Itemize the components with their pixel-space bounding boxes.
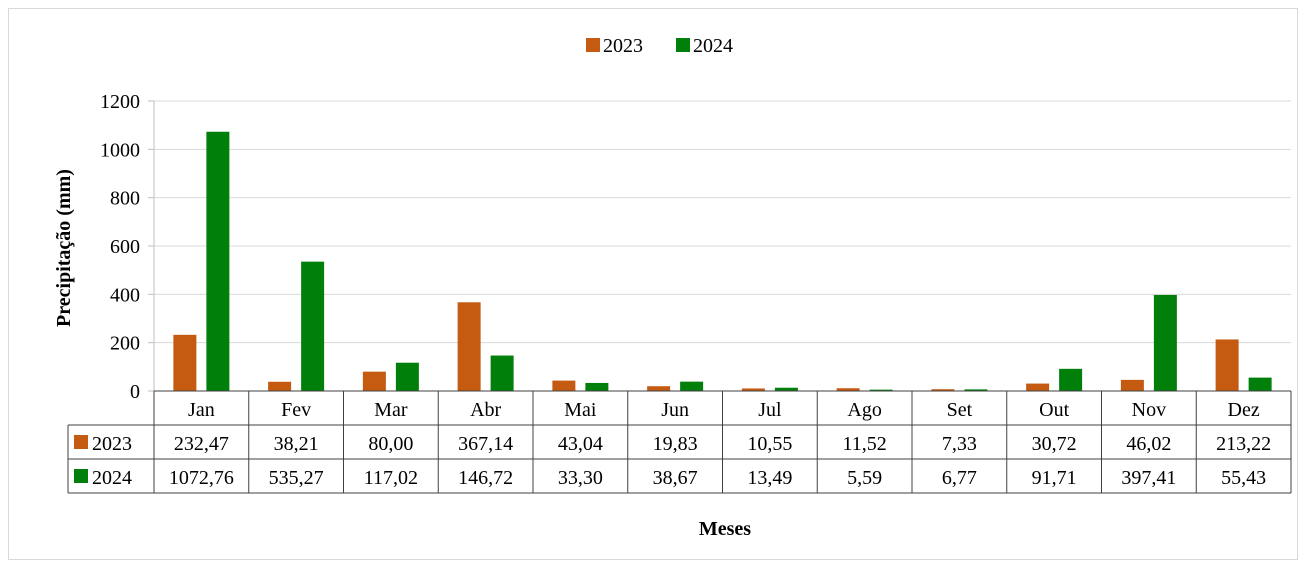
table-cell-2024: 38,67 (653, 467, 698, 489)
bar-2024-Fev (301, 261, 325, 391)
x-tick-label: Mai (564, 399, 597, 421)
bar-2024-Jan (206, 131, 230, 391)
data-table: Jan Fev Mar Abr Mai Jun Jul Ago Set Out Nov Dez 2023… (67, 390, 1292, 494)
bars (173, 131, 1272, 391)
table-cell-2024: 55,43 (1221, 467, 1266, 489)
legend-key-2023 (586, 38, 600, 52)
table-cell-2023: 11,52 (842, 433, 886, 455)
table-cell-2023: 367,14 (458, 433, 513, 455)
table-cell-2024: 535,27 (269, 467, 324, 489)
table-cell-2023: 80,00 (368, 433, 413, 455)
y-tick-label: 400 (110, 284, 140, 306)
x-tick-label: Jul (758, 399, 782, 421)
table-cell-2024: 5,59 (847, 467, 882, 489)
bar-2023-Dez (1215, 339, 1239, 391)
bar-2024-Dez (1248, 377, 1272, 391)
x-tick-label: Mar (374, 399, 408, 421)
y-tick-label: 800 (110, 188, 140, 210)
table-cell-2023: 19,83 (653, 433, 698, 455)
table-cell-2023: 46,02 (1126, 433, 1171, 455)
table-legend-key-2024 (74, 469, 88, 483)
table-cell-2023: 213,22 (1216, 433, 1271, 455)
legend-key-2024 (676, 38, 690, 52)
table-cell-2024: 91,71 (1032, 467, 1077, 489)
table-legend-key-2023 (74, 435, 88, 449)
table-series-name: 2023 (92, 433, 132, 455)
x-tick-label: Abr (470, 399, 501, 421)
bar-2024-Out (1059, 368, 1083, 391)
table-cell-2023: 30,72 (1032, 433, 1077, 455)
bar-2023-Mar (362, 371, 386, 391)
x-axis-title: Meses (699, 518, 751, 540)
y-tick-label: 600 (110, 236, 140, 258)
table-cell-2023: 7,33 (942, 433, 977, 455)
bar-2023-Ago (836, 388, 860, 391)
table-cell-2023: 38,21 (274, 433, 319, 455)
legend-label: 2023 (603, 35, 643, 57)
table-cell-2024: 117,02 (364, 467, 418, 489)
x-tick-label: Jun (661, 399, 689, 421)
table-cell-2023: 232,47 (174, 433, 229, 455)
bar-2023-Jul (741, 388, 765, 391)
bar-2023-Jun (647, 386, 671, 391)
bar-2023-Abr (457, 302, 481, 391)
table-cell-2024: 146,72 (458, 467, 513, 489)
bar-2024-Jun (680, 381, 704, 391)
bar-2024-Ago (869, 389, 893, 391)
x-tick-label: Fev (281, 399, 311, 421)
bar-2023-Nov (1120, 379, 1144, 391)
table-cell-2024: 13,49 (747, 467, 792, 489)
table-cell-2024: 397,41 (1121, 467, 1176, 489)
y-axis-title: Precipitação (mm) (53, 169, 75, 327)
bar-2024-Set (964, 389, 988, 391)
x-tick-label: Nov (1132, 399, 1166, 421)
bar-2023-Jan (173, 334, 197, 391)
x-tick-label: Ago (847, 399, 881, 421)
x-tick-label: Out (1039, 399, 1069, 421)
table-cell-2023: 10,55 (747, 433, 792, 455)
y-tick-label: 0 (130, 381, 140, 403)
table-series-name: 2024 (92, 467, 132, 489)
x-tick-label: Jan (188, 399, 215, 421)
bar-2024-Mai (585, 382, 609, 391)
bar-2024-Jul (774, 387, 798, 391)
bar-2024-Nov (1153, 294, 1177, 391)
x-tick-label: Set (947, 399, 973, 421)
legend: 2023 2024 (586, 35, 733, 57)
bar-2024-Abr (490, 355, 514, 391)
table-cell-2024: 33,30 (558, 467, 603, 489)
bar-2023-Mai (552, 380, 576, 391)
bar-2024-Mar (395, 362, 419, 391)
bar-2023-Fev (268, 381, 292, 391)
table-cell-2024: 6,77 (942, 467, 977, 489)
legend-label: 2024 (693, 35, 733, 57)
x-tick-label: Dez (1228, 399, 1260, 421)
table-cell-2024: 1072,76 (169, 467, 234, 489)
y-axis: 0 200 400 600 800 1000 1200 (100, 91, 155, 403)
y-tick-label: 1000 (100, 139, 140, 161)
bar-2023-Set (931, 389, 955, 391)
y-tick-label: 1200 (100, 91, 140, 113)
gridlines (154, 100, 1291, 344)
bar-2023-Out (1026, 383, 1050, 391)
y-tick-label: 200 (110, 333, 140, 355)
table-cell-2023: 43,04 (558, 433, 603, 455)
